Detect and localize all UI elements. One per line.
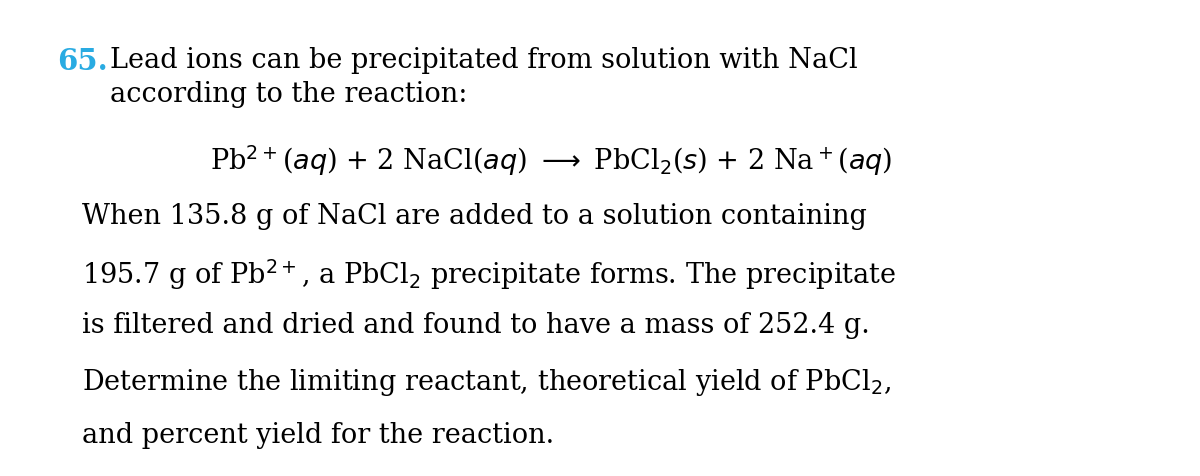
Text: $\mathregular{Pb}^{2+}$($\mathit{aq}$) + 2 NaCl($\mathit{aq}$) $\longrightarrow$: $\mathregular{Pb}^{2+}$($\mathit{aq}$) +… [210, 143, 893, 178]
Text: 65.: 65. [58, 47, 108, 76]
Text: Lead ions can be precipitated from solution with NaCl: Lead ions can be precipitated from solut… [110, 47, 858, 74]
Text: and percent yield for the reaction.: and percent yield for the reaction. [82, 422, 553, 449]
Text: 195.7 g of $\mathregular{Pb}^{2+}$, a $\mathregular{PbCl}_2$ precipitate forms. : 195.7 g of $\mathregular{Pb}^{2+}$, a $\… [82, 258, 896, 292]
Text: according to the reaction:: according to the reaction: [110, 81, 468, 109]
Text: Determine the limiting reactant, theoretical yield of $\mathregular{PbCl}_2$,: Determine the limiting reactant, theoret… [82, 367, 890, 398]
Text: is filtered and dried and found to have a mass of 252.4 g.: is filtered and dried and found to have … [82, 312, 869, 339]
Text: When 135.8 g of NaCl are added to a solution containing: When 135.8 g of NaCl are added to a solu… [82, 203, 866, 230]
